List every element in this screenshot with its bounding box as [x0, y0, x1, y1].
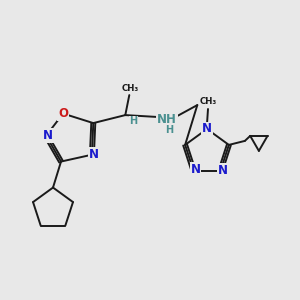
Text: N: N	[202, 122, 212, 136]
Text: CH₃: CH₃	[122, 84, 139, 93]
Text: H: H	[165, 125, 173, 135]
Text: CH₃: CH₃	[200, 97, 217, 106]
Text: N: N	[43, 129, 53, 142]
Text: O: O	[58, 107, 68, 120]
Text: NH: NH	[158, 112, 177, 126]
Text: N: N	[218, 164, 227, 177]
Text: H: H	[129, 116, 137, 126]
Text: N: N	[190, 163, 200, 176]
Text: N: N	[89, 148, 99, 161]
